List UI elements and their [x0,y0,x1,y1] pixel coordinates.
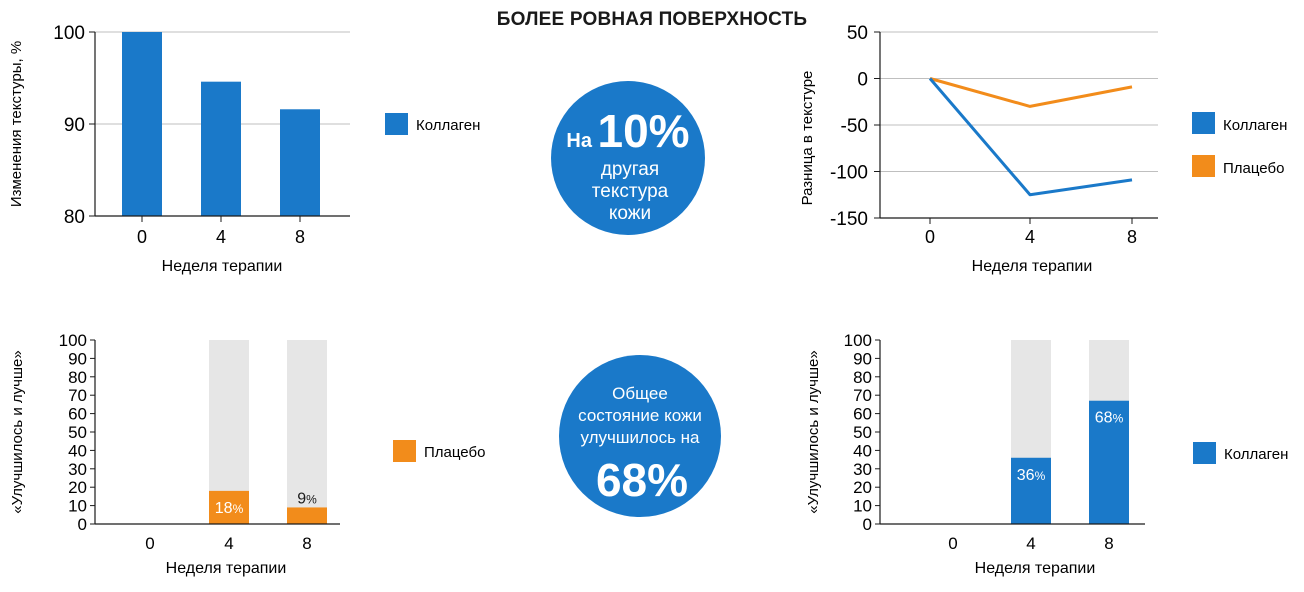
y-tick-label: 70 [853,386,872,405]
legend-label-placebo: Плацебо [1223,160,1284,177]
bar-placebo [287,507,327,524]
badge-headline: На 10% [566,105,689,157]
y-tick-label: 80 [64,207,85,228]
y-tick-label: 10 [68,497,87,516]
y-tick-label: 100 [59,331,87,350]
data-label: 68% [1095,410,1124,427]
legend-label-placebo: Плацебо [424,444,485,461]
x-tick-label: 0 [145,534,154,553]
y-tick-label: 70 [68,386,87,405]
badge-line: кожи [609,203,651,224]
y-axis-label: «Улучшилось и лучше» [9,350,26,513]
y-tick-label: 20 [68,478,87,497]
x-axis-label: Неделя терапии [972,258,1093,275]
badge-circle [551,81,705,235]
x-tick-label: 4 [1026,534,1035,553]
bar-collagen [122,32,162,216]
y-tick-label: -50 [841,116,868,137]
badge-line: улучшилось на [580,428,700,447]
badge-circle [559,355,721,517]
y-tick-label: -100 [830,163,868,184]
y-tick-label: 30 [853,460,872,479]
y-tick-label: 100 [844,331,872,350]
x-tick-label: 8 [295,227,305,247]
y-tick-label: 0 [78,515,87,534]
badge-line: текстура [592,181,669,202]
y-tick-label: 50 [68,423,87,442]
legend-label-collagen: Коллаген [1223,117,1287,134]
y-tick-label: 90 [64,115,85,136]
badge-value: 68% [596,454,688,506]
badge-bottom: Общее состояние кожи улучшилось на 68% [559,355,721,517]
y-tick-label: 80 [853,368,872,387]
y-tick-label: 80 [68,368,87,387]
y-tick-label: 20 [853,478,872,497]
legend-swatch-collagen [1193,442,1216,464]
badge-line: Общее [612,384,668,403]
bar-collagen [1011,457,1051,524]
y-axis-label: Изменения текстуры, % [8,41,25,207]
y-tick-label: 40 [853,441,872,460]
y-tick-label: 50 [847,23,868,44]
badge-line: состояние кожи [578,406,702,425]
x-tick-label: 4 [1025,227,1035,247]
y-tick-label: 60 [68,405,87,424]
data-label: 9% [297,490,317,507]
y-tick-label: 50 [853,423,872,442]
y-tick-label: 30 [68,460,87,479]
x-axis-label: Неделя терапии [166,560,287,577]
x-tick-label: 4 [224,534,233,553]
bar-placebo [209,490,249,524]
legend-label-collagen: Коллаген [1224,446,1288,463]
series-line-placebo [929,77,1133,108]
bar-background [287,340,327,524]
badge-line: другая [601,159,659,180]
data-label: 18% [215,500,244,517]
x-tick-label: 0 [948,534,957,553]
texture-line-chart: 50 0 -50 -100 -150 0 4 8 Неделя терапии Разница в… [799,23,1287,275]
x-tick-label: 8 [302,534,311,553]
x-tick-label: 4 [216,227,226,247]
data-label: 36% [1017,467,1046,484]
x-tick-label: 8 [1127,227,1137,247]
legend-swatch-placebo [1192,155,1215,177]
y-axis-label: Разница в текстуре [799,71,816,206]
y-tick-label: -150 [830,209,868,230]
y-tick-label: 0 [857,70,868,91]
y-tick-label: 10 [853,497,872,516]
x-axis-label: Неделя терапии [162,258,283,275]
y-tick-label: 0 [863,515,872,534]
page-title: БОЛЕЕ РОВНАЯ ПОВЕРХНОСТЬ [496,9,808,30]
legend-swatch-collagen [1192,112,1215,134]
y-tick-label: 60 [853,405,872,424]
bar-collagen [1089,400,1129,524]
series-line-collagen [928,77,1133,197]
legend-label-collagen: Коллаген [416,117,480,134]
bar-collagen [280,109,320,216]
legend-swatch-placebo [393,440,416,462]
texture-bar-chart: 80 90 100 0 4 8 Неделя терапии Изменения тексту… [8,23,480,275]
x-axis-label: Неделя терапии [975,560,1096,577]
x-tick-label: 0 [925,227,935,247]
bar-collagen [201,81,241,217]
x-tick-label: 0 [137,227,147,247]
y-axis-label: «Улучшилось и лучше» [805,350,822,513]
y-tick-label: 40 [68,441,87,460]
y-tick-label: 100 [53,23,85,44]
legend-swatch-collagen [385,113,408,135]
y-tick-label: 90 [853,349,872,368]
x-tick-label: 8 [1104,534,1113,553]
y-tick-label: 90 [68,349,87,368]
